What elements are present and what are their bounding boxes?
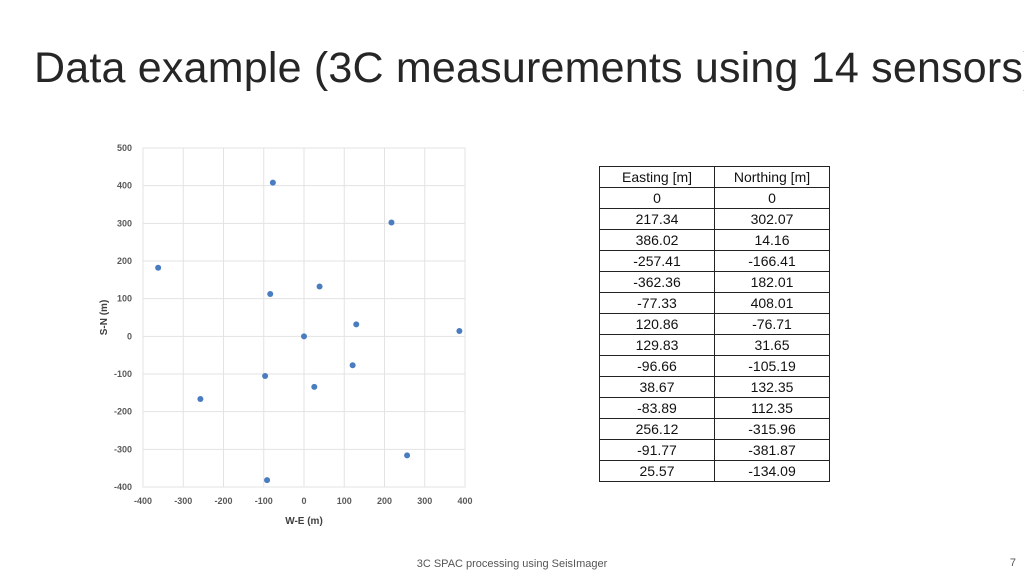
sensor-point [349, 362, 356, 369]
x-tick-label: 100 [337, 496, 352, 506]
header-northing: Northing [m] [714, 166, 830, 188]
northing-cell: 132.35 [714, 376, 830, 398]
x-tick-label: -300 [174, 496, 192, 506]
easting-cell: 25.57 [599, 460, 715, 482]
x-tick-label: 0 [301, 496, 306, 506]
easting-cell: 120.86 [599, 313, 715, 335]
northing-cell: -105.19 [714, 355, 830, 377]
x-tick-label: 400 [457, 496, 472, 506]
northing-cell: 0 [714, 187, 830, 209]
northing-cell: 112.35 [714, 397, 830, 419]
x-tick-label: -400 [134, 496, 152, 506]
y-tick-label: 400 [117, 181, 132, 191]
sensor-point [316, 283, 323, 290]
sensor-point [301, 333, 307, 340]
sensor-scatter-chart: -400 -300 -200 -100 0 100 200 300 400 -400 -300 -20… [99, 143, 473, 527]
table-row: -77.33 408.01 [599, 292, 830, 314]
page-number: 7 [1009, 557, 1016, 569]
northing-cell: 302.07 [714, 208, 830, 230]
sensor-point [311, 383, 318, 390]
x-tick-label: -200 [214, 496, 232, 506]
easting-cell: 0 [599, 187, 715, 209]
sensor-point [155, 264, 162, 271]
y-tick-label: 100 [117, 294, 132, 304]
table-row: 386.02 14.16 [599, 229, 830, 251]
sensor-point [404, 452, 411, 459]
northing-cell: -381.87 [714, 439, 830, 461]
table-row: 120.86 -76.71 [599, 313, 830, 335]
y-tick-label: 200 [117, 256, 132, 266]
x-tick-label: -100 [255, 496, 273, 506]
y-axis-label: S-N (m) [99, 300, 110, 336]
y-tick-label: 0 [127, 331, 132, 341]
sensor-point [456, 327, 463, 334]
y-tick-label: 500 [117, 143, 132, 153]
table-header-row: Easting [m] Northing [m] [599, 166, 830, 188]
easting-cell: -83.89 [599, 397, 715, 419]
northing-cell: -166.41 [714, 250, 830, 272]
easting-cell: -257.41 [599, 250, 715, 272]
northing-cell: 408.01 [714, 292, 830, 314]
northing-cell: -315.96 [714, 418, 830, 440]
northing-cell: 31.65 [714, 334, 830, 356]
easting-cell: -77.33 [599, 292, 715, 314]
easting-cell: -91.77 [599, 439, 715, 461]
table-row: -257.41 -166.41 [599, 250, 830, 272]
slide-title: Data example (3C measurements using 14 s… [34, 44, 1024, 92]
sensor-point [264, 477, 271, 484]
table-body: 0 0 217.34 302.07 386.02 14.16 -257.41 -166.41-… [599, 187, 830, 482]
header-easting: Easting [m] [599, 166, 715, 188]
sensor-point [262, 372, 269, 379]
x-tick-label: 300 [417, 496, 432, 506]
easting-cell: -96.66 [599, 355, 715, 377]
y-tick-label: -200 [114, 407, 132, 417]
easting-cell: 256.12 [599, 418, 715, 440]
table-row: 129.83 31.65 [599, 334, 830, 356]
table-row: 25.57 -134.09 [599, 460, 830, 482]
sensor-point [269, 179, 276, 186]
sensor-point [353, 321, 360, 328]
northing-cell: 14.16 [714, 229, 830, 251]
table-row: -96.66 -105.19 [599, 355, 830, 377]
table-row: 256.12 -315.96 [599, 418, 830, 440]
y-tick-label: -300 [114, 444, 132, 454]
sensor-point [197, 396, 204, 403]
slide-footer: 3C SPAC processing using SeisImager [416, 558, 608, 570]
northing-cell: -134.09 [714, 460, 830, 482]
table-row: 217.34 302.07 [599, 208, 830, 230]
easting-cell: 129.83 [599, 334, 715, 356]
northing-cell: 182.01 [714, 271, 830, 293]
table-row: -83.89 112.35 [599, 397, 830, 419]
x-tick-label: 200 [377, 496, 392, 506]
sensor-point [388, 219, 395, 226]
x-axis-label: W-E (m) [285, 516, 323, 527]
easting-cell: 217.34 [599, 208, 715, 230]
y-tick-label: -100 [114, 369, 132, 379]
easting-cell: -362.36 [599, 271, 715, 293]
y-tick-label: -400 [114, 482, 132, 492]
table-row: -362.36 182.01 [599, 271, 830, 293]
sensor-point [267, 291, 274, 298]
northing-cell: -76.71 [714, 313, 830, 335]
table-row: -91.77 -381.87 [599, 439, 830, 461]
easting-cell: 386.02 [599, 229, 715, 251]
y-tick-label: 300 [117, 218, 132, 228]
easting-cell: 38.67 [599, 376, 715, 398]
coordinates-table: Easting [m] Northing [m] 0 0 217.34 302.07 3… [599, 166, 830, 482]
table-row: 38.67 132.35 [599, 376, 830, 398]
